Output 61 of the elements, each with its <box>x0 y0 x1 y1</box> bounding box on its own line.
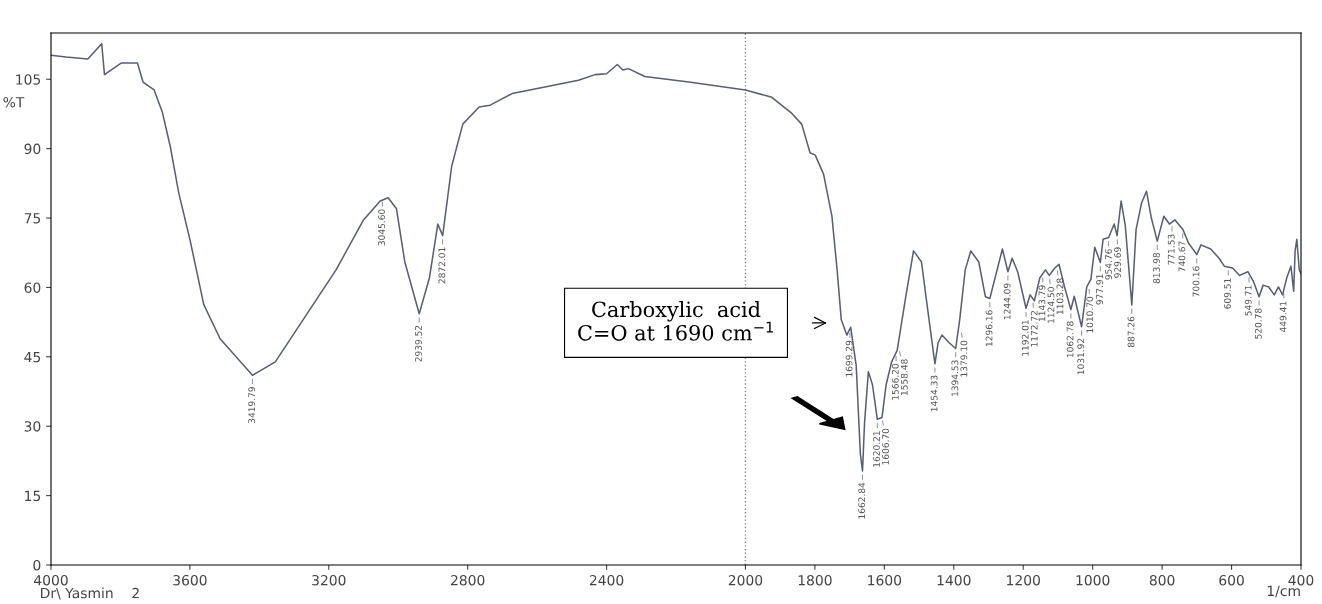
annotation: 2939.52 <box>415 325 422 362</box>
x-tick-label: 3200 <box>312 574 346 586</box>
y-tick-label: 30 <box>24 421 41 432</box>
annotation: 813.98 <box>1153 252 1160 284</box>
annotation: 1143.79 <box>1038 285 1046 322</box>
annotation: 1010.70 <box>1086 296 1094 333</box>
annotation: 3419.79 <box>248 387 256 424</box>
annotation: 520.78 <box>1254 308 1262 339</box>
annotation: 929.69 <box>1114 247 1121 278</box>
annotation: 740.67 <box>1178 241 1186 272</box>
annotation: 1662.84 <box>858 482 866 519</box>
y-axis-title: %T <box>3 96 25 108</box>
y-tick-label: 15 <box>25 490 41 502</box>
annotation: 1172.72 <box>1030 311 1038 347</box>
annotation: 977.91 <box>1096 274 1103 305</box>
annotation: 1192.01 <box>1021 320 1029 356</box>
annotation: 1606.70 <box>882 428 889 465</box>
x-axis-title: 1/cm <box>1267 585 1300 598</box>
annotation: Carboxylic acid C=O at 1690 cm$^{−1}$ <box>578 301 773 341</box>
annotation: 1454.33 <box>930 375 938 412</box>
x-tick-label: 1400 <box>937 574 971 586</box>
annotation: 3045.60 <box>378 209 386 246</box>
x-tick-label: 600 <box>1219 574 1244 586</box>
y-tick-label: 45 <box>24 351 41 363</box>
y-tick-label: 75 <box>24 213 41 224</box>
annotation: 954.76 <box>1105 249 1112 280</box>
annotation: 1699.29 <box>845 340 853 377</box>
x-tick-label: 1600 <box>868 574 902 586</box>
annotation: 1620.21 <box>873 431 880 467</box>
y-tick-label: 0 <box>33 559 41 571</box>
annotation: 1062.78 <box>1066 321 1074 358</box>
annotation: 449.41 <box>1279 301 1287 333</box>
x-tick-label: 1200 <box>1007 574 1040 586</box>
text: Dr\ Yasmin 2 <box>41 587 139 600</box>
x-tick-label: 1000 <box>1076 574 1110 586</box>
x-tick-label: 3600 <box>173 574 207 586</box>
y-tick-label: 105 <box>16 74 41 85</box>
annotation: 1031.92 <box>1077 338 1085 375</box>
annotation: 700.16 <box>1192 266 1200 297</box>
annotation: 887.26 <box>1127 316 1135 348</box>
annotation: 1296.16 <box>985 310 993 346</box>
x-tick-label: 2800 <box>451 574 485 586</box>
annotation: 1103.28 <box>1056 278 1064 315</box>
annotation: 1394.53 <box>951 360 959 396</box>
x-tick-label: 800 <box>1149 574 1175 586</box>
annotation: 609.51 <box>1224 278 1231 309</box>
x-tick-label: 400 <box>1288 574 1314 586</box>
x-tick-label: 2000 <box>728 574 763 586</box>
annotation: 1566.20 <box>891 363 899 400</box>
annotation: 1379.10 <box>960 340 968 377</box>
y-tick-label: 90 <box>24 143 41 155</box>
annotation: 549.71 <box>1244 285 1252 316</box>
annotation: 771.53 <box>1167 234 1175 265</box>
annotation: 1244.09 <box>1003 283 1011 320</box>
x-tick-label: 2400 <box>589 574 624 586</box>
annotation: 1558.48 <box>900 359 908 396</box>
y-tick-label: 60 <box>24 282 41 293</box>
x-tick-label: 4000 <box>34 574 68 586</box>
x-tick-label: 1800 <box>798 574 832 586</box>
annotation: 2872.01 <box>438 247 446 284</box>
annotation: 1124.50 <box>1047 287 1055 323</box>
